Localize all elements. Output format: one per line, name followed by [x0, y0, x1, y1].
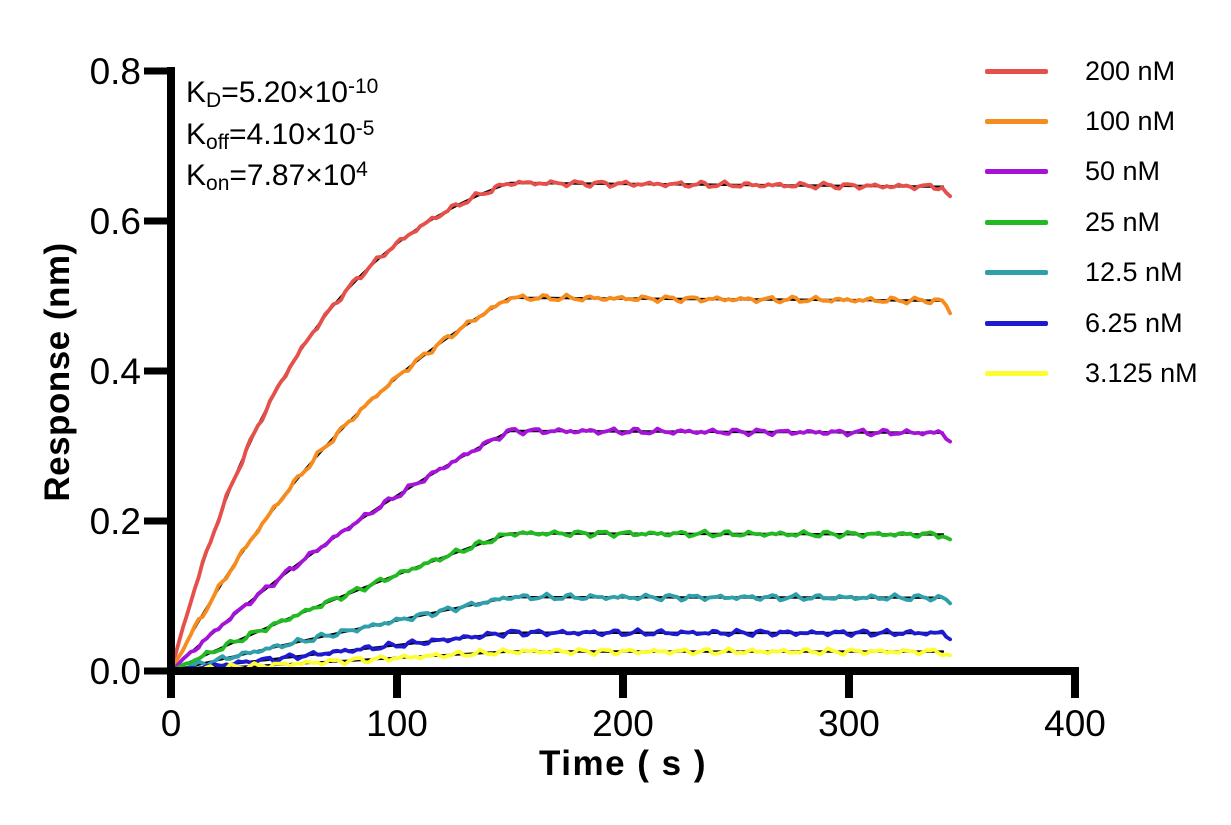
legend-label: 100 nM — [1085, 106, 1176, 137]
legend-swatch — [985, 119, 1048, 125]
data-traces — [170, 179, 952, 672]
fit-line-100nM — [170, 296, 944, 672]
legend-item: 6.25 nM — [985, 298, 1198, 348]
legend-swatch — [985, 219, 1048, 225]
legend-item: 3.125 nM — [985, 348, 1198, 398]
trace-50nM — [170, 426, 952, 672]
trace-6.25nM — [170, 627, 952, 672]
y-tick-label: 0.8 — [90, 51, 141, 92]
legend-item: 200 nM — [985, 46, 1198, 96]
y-tick-label: 0.6 — [90, 201, 141, 242]
legend-swatch — [985, 371, 1048, 377]
x-tick-label: 400 — [1044, 703, 1106, 744]
legend-item: 25 nM — [985, 197, 1198, 247]
x-axis-title: Time ( s ) — [538, 744, 708, 783]
kinetics-line: KD=5.20×10-10 — [186, 75, 379, 112]
kinetics-annotation: KD=5.20×10-10 Koff=4.10×10-5 Kon=7.87×104 — [186, 72, 378, 197]
legend-label: 12.5 nM — [1085, 257, 1183, 288]
legend-label: 3.125 nM — [1085, 358, 1198, 389]
legend-label: 200 nM — [1085, 55, 1176, 86]
legend-item: 12.5 nM — [985, 248, 1198, 298]
axes — [144, 67, 1079, 698]
tick-labels: 0.0 0.2 0.4 0.6 0.8 0 100 200 300 400 — [90, 51, 1106, 744]
legend-label: 50 nM — [1085, 156, 1161, 187]
x-tick-label: 300 — [818, 703, 880, 744]
legend-label: 25 nM — [1085, 206, 1161, 237]
legend-swatch — [985, 68, 1048, 74]
y-axis-title: Response (nm) — [38, 242, 77, 502]
legend-item: 50 nM — [985, 147, 1198, 197]
legend-label: 6.25 nM — [1085, 307, 1183, 338]
trace-3.125nM — [170, 646, 952, 672]
trace-25nM — [170, 528, 952, 672]
x-tick-label: 0 — [161, 703, 182, 744]
y-tick-label: 0.2 — [90, 501, 141, 542]
trace-12.5nM — [170, 591, 952, 672]
x-tick-label: 200 — [592, 703, 654, 744]
legend-swatch — [985, 320, 1048, 326]
y-tick-label: 0.0 — [90, 651, 141, 692]
x-tick-label: 100 — [366, 703, 428, 744]
trace-200nM — [170, 179, 952, 672]
trace-100nM — [170, 292, 952, 672]
legend-item: 100 nM — [985, 96, 1198, 146]
legend-swatch — [985, 270, 1048, 276]
legend-swatch — [985, 169, 1048, 175]
y-tick-label: 0.4 — [90, 351, 141, 392]
kinetics-line: Kon=7.87×104 — [186, 158, 368, 195]
legend: 200 nM 100 nM 50 nM 25 nM 12.5 nM 6.25 nM 3.12… — [985, 46, 1198, 399]
kinetics-line: Koff=4.10×10-5 — [186, 116, 375, 154]
